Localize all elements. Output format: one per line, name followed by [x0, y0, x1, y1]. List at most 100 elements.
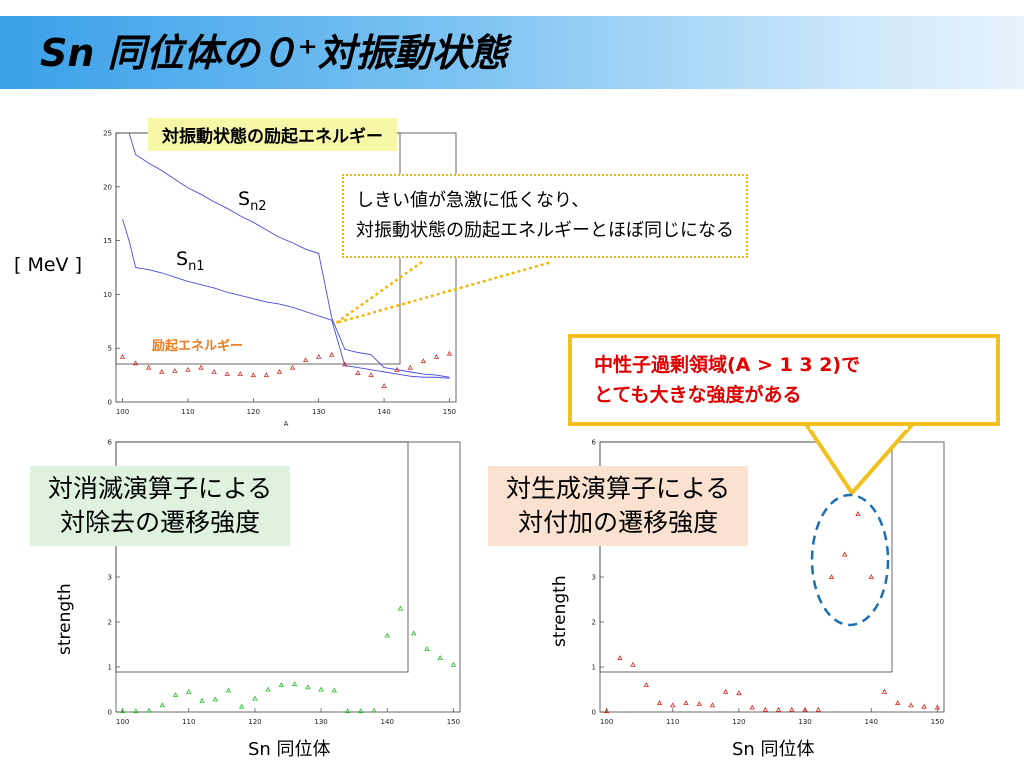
x-tick-label: 130 — [798, 718, 811, 726]
threshold-callout-line2: 対振動状態の励起エネルギーとほぼ同じになる — [356, 220, 734, 241]
removal-point — [424, 646, 430, 651]
addition-point — [643, 682, 649, 687]
excitation-point — [250, 372, 256, 378]
strength-callout-line2: とても大きな強度がある — [594, 384, 802, 406]
removal-point — [239, 703, 245, 709]
excitation-point — [159, 369, 165, 374]
excitation-point — [446, 350, 453, 356]
addition-box-line1: 対生成演算子による — [506, 474, 731, 503]
addition-point — [749, 704, 755, 710]
addition-point — [603, 708, 610, 714]
excitation-point — [224, 371, 230, 377]
unit-label: [ MeV ] — [14, 254, 82, 276]
excitation-point — [276, 369, 283, 374]
y-tick-label: 3 — [592, 574, 596, 582]
x-tick-label: 130 — [314, 718, 327, 726]
threshold-pointer — [335, 260, 553, 325]
x-axis-label: A — [284, 420, 289, 428]
strength-label-left: strength — [55, 583, 75, 655]
removal-point — [252, 695, 258, 701]
removal-point — [199, 697, 205, 703]
addition-point — [828, 574, 835, 579]
x-tick-label: 120 — [732, 718, 745, 726]
y-tick-label: 25 — [103, 130, 112, 138]
y-tick-label: 10 — [103, 291, 112, 299]
removal-point — [225, 687, 232, 693]
removal-point — [119, 708, 126, 714]
removal-point — [133, 708, 139, 714]
excitation-point — [381, 383, 387, 388]
removal-point — [450, 661, 457, 667]
x-tick-label: 100 — [116, 408, 129, 416]
y-tick-label: 3 — [108, 574, 112, 582]
xlabel-right: Sn 同位体 — [732, 739, 815, 760]
addition-strength-chart: 1001101201301401500123456 — [592, 439, 945, 726]
addition-point — [696, 701, 702, 706]
excitation-point — [407, 364, 413, 370]
addition-point — [762, 706, 769, 712]
removal-point — [159, 702, 165, 708]
x-tick-label: 110 — [666, 718, 679, 726]
excitation-point — [329, 351, 335, 357]
excitation-point — [289, 364, 296, 370]
excitation-point — [263, 372, 270, 378]
addition-point — [881, 688, 888, 694]
removal-point — [278, 682, 285, 687]
removal-point — [305, 684, 311, 690]
x-tick-label: 120 — [247, 408, 260, 416]
excitation-point — [433, 353, 440, 359]
addition-point — [802, 706, 808, 712]
slide-title: Sn 同位体の０⁺対振動状態 — [40, 31, 508, 75]
xlabel-left: Sn 同位体 — [248, 739, 331, 760]
addition-point — [789, 706, 795, 712]
threshold-callout-line1: しきい値が急激に低くなり、 — [356, 190, 590, 211]
x-tick-label: 140 — [377, 408, 390, 416]
addition-point — [670, 702, 676, 708]
y-tick-label: 2 — [592, 619, 596, 627]
strength-callout-tail — [804, 425, 915, 497]
removal-point — [371, 707, 377, 713]
y-tick-label: 5 — [108, 345, 112, 353]
addition-point — [908, 702, 914, 708]
removal-point — [331, 687, 337, 693]
removal-point — [265, 686, 271, 692]
y-tick-label: 1 — [108, 664, 112, 672]
y-tick-label: 6 — [108, 439, 113, 447]
addition-box: 対生成演算子による 対付加の遷移強度 — [488, 466, 749, 546]
excitation-point — [394, 366, 400, 372]
excitation-point — [302, 357, 309, 363]
x-tick-label: 150 — [447, 718, 460, 726]
removal-point — [344, 708, 351, 714]
excitation-point — [237, 371, 243, 377]
x-tick-label: 100 — [116, 718, 129, 726]
removal-strength-chart: 1001101201301401500123456 — [108, 439, 461, 726]
excitation-point — [146, 364, 152, 370]
x-tick-label: 140 — [381, 718, 394, 726]
removal-point — [318, 686, 324, 692]
removal-point — [146, 707, 152, 713]
inner-frame — [599, 441, 893, 673]
excitation-point — [172, 367, 178, 373]
excitation-point — [132, 360, 139, 366]
y-tick-label: 0 — [108, 399, 112, 407]
excitation-point — [211, 369, 217, 374]
y-tick-label: 1 — [592, 664, 596, 672]
addition-point — [723, 688, 729, 694]
excitation-point — [198, 364, 204, 370]
removal-point — [186, 688, 192, 694]
addition-point — [683, 700, 689, 705]
strength-callout: 中性子過剰領域(A > 1 3 2)で とても大きな強度がある — [568, 334, 1000, 426]
removal-point — [212, 696, 218, 702]
removal-box: 対消滅演算子による 対除去の遷移強度 — [30, 466, 291, 546]
removal-point — [384, 632, 390, 638]
y-tick-label: 15 — [103, 237, 112, 245]
y-tick-label: 20 — [103, 183, 112, 191]
addition-point — [842, 551, 848, 557]
x-tick-label: 100 — [600, 718, 613, 726]
strength-callout-line1: 中性子過剰領域(A > 1 3 2)で — [594, 354, 861, 376]
excitation-point — [119, 353, 126, 359]
x-tick-label: 150 — [931, 718, 944, 726]
addition-point — [656, 700, 663, 705]
excitation-point — [355, 370, 361, 375]
x-tick-label: 110 — [181, 408, 194, 416]
